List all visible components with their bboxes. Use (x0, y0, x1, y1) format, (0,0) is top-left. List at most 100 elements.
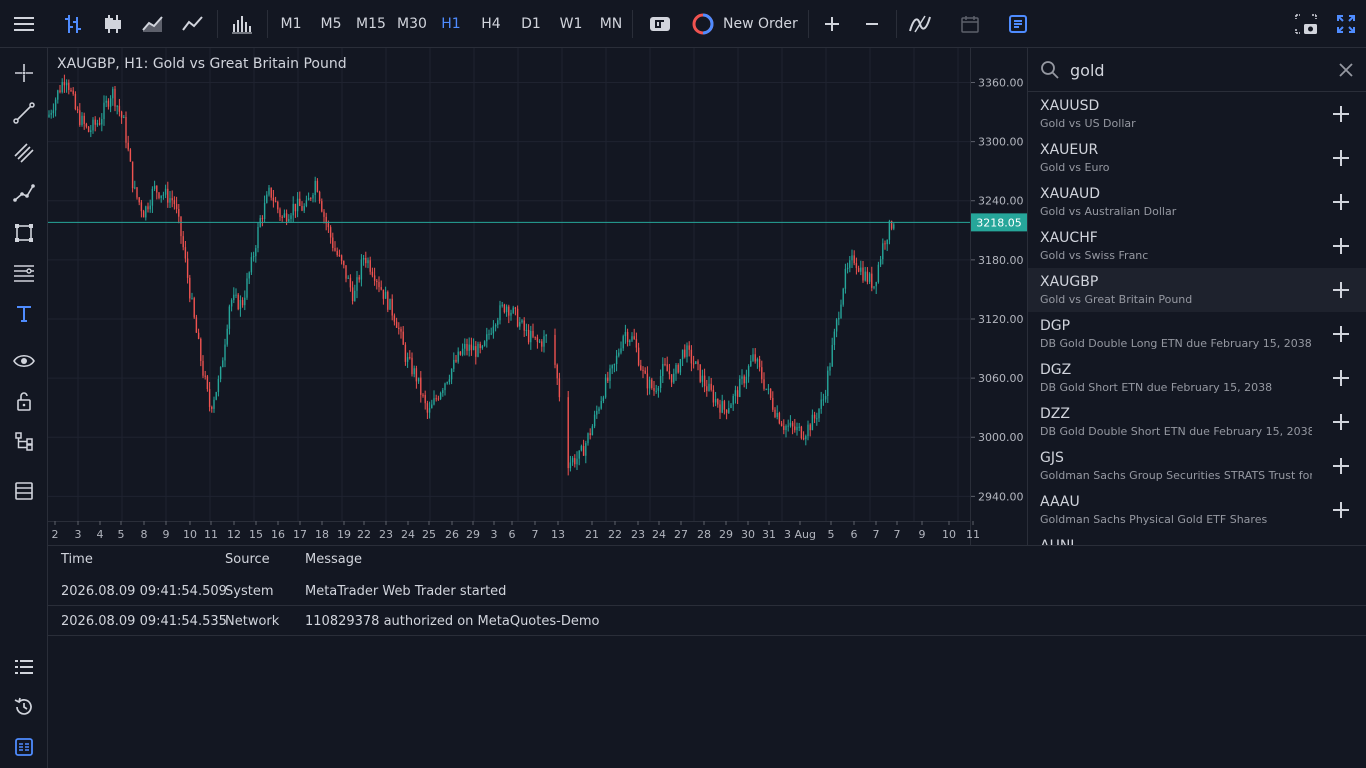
add-symbol-icon[interactable] (1331, 104, 1351, 124)
candlestick-icon[interactable] (97, 8, 129, 40)
candle-body (378, 282, 380, 288)
symbol-row-xauaud[interactable]: XAUAUD Gold vs Australian Dollar (1028, 180, 1366, 224)
screenshot-icon[interactable] (1290, 8, 1322, 40)
column-header-time[interactable]: Time (61, 552, 93, 567)
symbols-panel-icon[interactable] (1002, 8, 1034, 40)
symbol-row-xauusd[interactable]: XAUUSD Gold vs US Dollar (1028, 92, 1366, 136)
timeframe-m30[interactable]: M30 (397, 16, 427, 32)
area-chart-icon[interactable] (137, 8, 169, 40)
candle-body (534, 336, 536, 338)
candle-body (323, 211, 325, 217)
symbol-row-aaau[interactable]: AAAU Goldman Sachs Physical Gold ETF Shar… (1028, 488, 1366, 532)
symbol-row-dgz[interactable]: DGZ DB Gold Short ETN due February 15, 20… (1028, 356, 1366, 400)
journal-row[interactable]: 2026.08.09 09:41:54.509 System MetaTrader … (48, 576, 1366, 606)
add-symbol-icon[interactable] (1331, 324, 1351, 344)
candle-body (409, 357, 411, 359)
column-header-message[interactable]: Message (305, 552, 362, 567)
calendar-icon[interactable] (954, 8, 986, 40)
menu-icon[interactable] (8, 8, 40, 40)
symbol-row-xauchf[interactable]: XAUCHF Gold vs Swiss Franc (1028, 224, 1366, 268)
symbol-name: XAUUSD (1040, 98, 1100, 114)
timeframe-m1[interactable]: M1 (280, 16, 302, 32)
candle-body (230, 300, 233, 307)
candle-body (717, 398, 719, 405)
symbol-row-dzz[interactable]: DZZ DB Gold Double Short ETN due February… (1028, 400, 1366, 444)
market-watch-icon[interactable] (8, 651, 40, 683)
candle-body (499, 305, 501, 321)
timeframe-h1[interactable]: H1 (441, 16, 461, 32)
symbol-row-dgp[interactable]: DGP DB Gold Double Long ETN due February … (1028, 312, 1366, 356)
fibonacci-icon[interactable] (8, 257, 40, 289)
candle-body (820, 399, 822, 409)
price-chart[interactable]: 3360.00 3300.00 3240.00 3180.00 3120.00 3060.… (48, 48, 1027, 545)
timeframe-mn[interactable]: MN (599, 16, 623, 32)
candle-body (169, 198, 171, 203)
timeframe-h4[interactable]: H4 (481, 16, 501, 32)
eye-icon[interactable] (8, 345, 40, 377)
candle-body (316, 180, 319, 192)
x-tick-label: 11 (966, 528, 980, 541)
candle-body (116, 105, 118, 107)
candle-body (868, 273, 871, 282)
data-window-icon[interactable] (8, 475, 40, 507)
candle-body (175, 204, 178, 210)
symbol-name: XAUEUR (1040, 142, 1099, 158)
add-symbol-icon[interactable] (1331, 148, 1351, 168)
line-chart-icon[interactable] (177, 8, 209, 40)
symbol-search-input[interactable] (1070, 58, 1330, 82)
candle-body (631, 336, 633, 341)
candle-body (200, 338, 202, 361)
x-tick-label: 9 (163, 528, 170, 541)
lock-icon[interactable] (8, 385, 40, 417)
candle-body (879, 259, 882, 265)
candle-body (114, 88, 116, 107)
symbol-row-gjs[interactable]: GJS Goldman Sachs Group Securities STRATS… (1028, 444, 1366, 488)
x-tick-label: 29 (466, 528, 480, 541)
add-symbol-icon[interactable] (1331, 412, 1351, 432)
journal-cell-source: Network (225, 614, 280, 629)
timeframe-d1[interactable]: D1 (521, 16, 541, 32)
one-click-trading-icon[interactable] (644, 8, 676, 40)
symbol-row-xaugbp[interactable]: XAUGBP Gold vs Great Britain Pound (1028, 268, 1366, 312)
x-tick-label: 7 (894, 528, 901, 541)
add-symbol-icon[interactable] (1331, 236, 1351, 256)
trend-line-icon[interactable] (8, 97, 40, 129)
journal-icon[interactable] (8, 731, 40, 763)
crosshair-icon[interactable] (8, 57, 40, 89)
zoom-out-icon[interactable] (856, 8, 888, 40)
indicators-icon[interactable] (226, 8, 258, 40)
channel-icon[interactable] (8, 137, 40, 169)
rectangle-icon[interactable] (8, 217, 40, 249)
add-symbol-icon[interactable] (1331, 280, 1351, 300)
zoom-in-icon[interactable] (816, 8, 848, 40)
candle-body (206, 376, 209, 390)
column-header-source[interactable]: Source (225, 552, 270, 567)
add-symbol-icon[interactable] (1331, 456, 1351, 476)
candle-body (763, 379, 765, 389)
indicator-overlay-icon[interactable] (904, 8, 936, 40)
add-symbol-icon[interactable] (1331, 368, 1351, 388)
candle-body (787, 425, 789, 427)
polyline-icon[interactable] (8, 177, 40, 209)
object-tree-icon[interactable] (8, 425, 40, 457)
timeframe-m15[interactable]: M15 (356, 16, 386, 32)
candle-body (527, 329, 530, 343)
add-symbol-icon[interactable] (1331, 500, 1351, 520)
new-order-button[interactable]: New Order (692, 8, 802, 40)
journal-row[interactable]: 2026.08.09 09:41:54.535 Network 110829378 … (48, 606, 1366, 636)
candle-body (800, 426, 803, 439)
candle-body (431, 404, 433, 409)
candle-body (723, 401, 726, 410)
timeframe-m5[interactable]: M5 (320, 16, 342, 32)
candle-body (362, 257, 365, 260)
symbol-row-auni[interactable]: AUNI (1028, 532, 1366, 545)
fullscreen-icon[interactable] (1330, 8, 1362, 40)
timeframe-w1[interactable]: W1 (559, 16, 583, 32)
symbol-row-xaueur[interactable]: XAUEUR Gold vs Euro (1028, 136, 1366, 180)
bar-chart-icon[interactable] (57, 8, 89, 40)
text-tool-icon[interactable] (8, 297, 40, 329)
candle-body (673, 373, 675, 383)
add-symbol-icon[interactable] (1331, 192, 1351, 212)
close-icon[interactable] (1339, 63, 1353, 77)
history-icon[interactable] (8, 691, 40, 723)
